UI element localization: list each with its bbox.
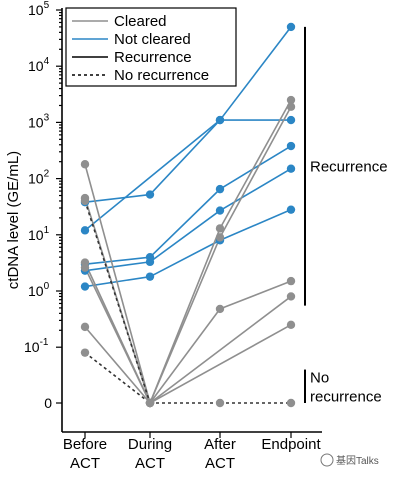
data-point	[145, 190, 155, 199]
series-line	[219, 208, 292, 241]
series-line	[219, 106, 292, 238]
data-point	[80, 282, 90, 291]
axes: 0 10-1 100 101 102 103 104 105 Before ACT During AC…	[5, 0, 322, 472]
series-line	[84, 119, 221, 231]
data-point	[80, 263, 90, 272]
data-point	[145, 272, 155, 281]
data-point	[80, 160, 90, 169]
watermark-icon	[320, 453, 334, 467]
series-line	[84, 200, 151, 404]
data-point	[80, 196, 90, 206]
data-point	[215, 115, 225, 125]
outcome-brackets: Recurrence No recurrence	[304, 26, 388, 405]
y-tick-label: 105	[28, 0, 50, 18]
data-point	[286, 164, 296, 173]
series-line	[149, 209, 221, 263]
watermark: 基因Talks	[320, 453, 379, 467]
legend-label: No recurrence	[114, 67, 209, 84]
x-tick-label: During	[128, 436, 172, 453]
bracket-label: Recurrence	[310, 158, 388, 175]
x-tick-label: ACT	[135, 455, 165, 472]
data-point	[286, 276, 296, 286]
data-point	[286, 320, 296, 330]
y-tick-label: 103	[28, 112, 50, 130]
data-point	[286, 398, 296, 408]
legend-label: Recurrence	[114, 49, 192, 66]
data-point	[80, 322, 90, 332]
y-tick-label: 100	[28, 281, 50, 299]
data-point	[215, 304, 225, 314]
series-line	[84, 352, 151, 404]
series-line	[149, 324, 292, 404]
series-line	[84, 193, 151, 204]
series-line	[84, 261, 151, 272]
y-axis-label: ctDNA level (GE/mL)	[5, 151, 22, 289]
x-tick-label: ACT	[205, 455, 235, 472]
x-tick-label: Before	[63, 436, 107, 453]
data-point	[286, 115, 296, 125]
series-line	[219, 145, 292, 190]
series-line	[84, 326, 151, 404]
data-point	[286, 141, 296, 151]
data-point	[80, 348, 90, 357]
series-line	[149, 188, 221, 258]
data-point	[286, 205, 296, 214]
data-point	[215, 233, 225, 242]
series-line	[149, 237, 221, 404]
bracket-label: No	[310, 369, 329, 386]
series-line	[219, 26, 292, 121]
y-tick-label: 10-1	[24, 337, 49, 355]
data-point	[215, 398, 225, 408]
series-line	[84, 164, 151, 404]
series-line	[219, 99, 292, 229]
data-point	[286, 292, 296, 301]
plot-lines	[84, 26, 292, 404]
data-point	[145, 257, 155, 267]
series-line	[84, 256, 151, 265]
data-point	[145, 398, 155, 408]
y-tick-label: 104	[28, 56, 50, 74]
legend-label: Not cleared	[114, 31, 191, 48]
watermark-text: 基因Talks	[336, 454, 379, 467]
legend-label: Cleared	[114, 13, 167, 30]
series-line	[219, 280, 292, 310]
plot-points	[80, 22, 296, 408]
y-tick-label: 0	[44, 395, 52, 411]
data-point	[215, 224, 225, 233]
data-point	[215, 184, 225, 194]
data-point	[80, 226, 90, 235]
series-line	[219, 168, 292, 212]
series-line	[149, 295, 292, 404]
bracket-label: recurrence	[310, 388, 382, 405]
x-tick-label: Endpoint	[261, 436, 321, 453]
data-point	[215, 206, 225, 215]
y-tick-label: 101	[28, 225, 50, 243]
x-tick-label: After	[204, 436, 236, 453]
series-line	[84, 267, 151, 404]
series-line	[149, 239, 221, 278]
series-line	[149, 308, 221, 404]
series-line	[149, 119, 221, 196]
y-tick-label: 102	[28, 169, 50, 187]
x-tick-label: ACT	[70, 455, 100, 472]
data-point	[286, 95, 296, 105]
data-point	[286, 102, 296, 111]
data-point	[286, 22, 296, 32]
